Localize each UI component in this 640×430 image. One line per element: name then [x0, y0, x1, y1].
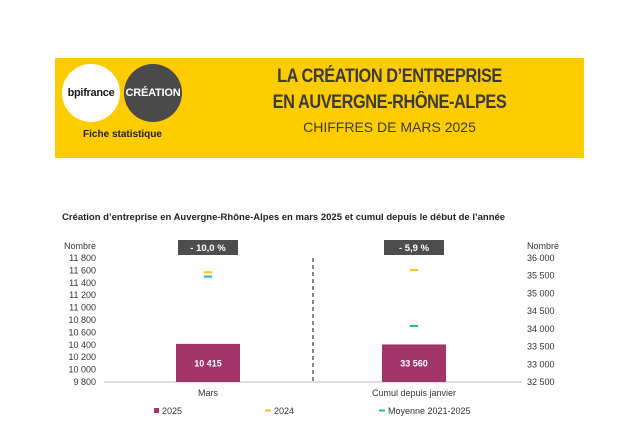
fiche-label: Fiche statistique	[83, 129, 162, 140]
category-label: Cumul depuis janvier	[372, 388, 456, 398]
title-block: LA CRÉATION D’ENTREPRISE EN AUVERGNE-RHÔ…	[195, 64, 584, 135]
tick-label-left: 10 000	[68, 365, 96, 375]
category-label: Mars	[198, 388, 218, 398]
tick-label-left: 10 600	[68, 327, 96, 337]
tick-label-right: 32 500	[527, 377, 555, 387]
bpifrance-logo-text: bpifrance	[67, 87, 115, 99]
legend-swatch-2025	[154, 408, 159, 413]
creation-logo-text: CRÉATION	[125, 87, 181, 99]
tick-label-left: 11 800	[69, 253, 96, 263]
change-badge-text: - 10,0 %	[190, 243, 226, 254]
bar-2025	[176, 343, 240, 382]
tick-label-right: 33 000	[527, 359, 555, 369]
axis-title-left: Nombre	[64, 241, 96, 251]
legend-label: 2024	[274, 406, 294, 416]
title-line-2: EN AUVERGNE-RHÔNE-ALPES	[272, 92, 507, 113]
bar-2025	[382, 344, 446, 382]
tick-label-left: 11 600	[69, 265, 96, 275]
tick-label-left: 11 000	[69, 303, 96, 313]
tick-label-right: 33 500	[527, 342, 555, 352]
tick-label-left: 11 400	[69, 278, 96, 288]
tick-label-right: 34 500	[527, 306, 555, 316]
tick-label-right: 36 000	[527, 253, 555, 263]
change-badge	[178, 240, 238, 255]
change-badge	[384, 240, 444, 255]
tick-label-left: 9 800	[73, 377, 96, 387]
legend-label: 2025	[162, 406, 182, 416]
tick-label-right: 34 000	[527, 324, 555, 334]
tick-label-left: 10 800	[68, 315, 96, 325]
tick-label-right: 35 500	[527, 271, 555, 281]
legend-label: Moyenne 2021-2025	[388, 406, 471, 416]
page-subtitle: CHIFFRES DE MARS 2025	[303, 119, 476, 135]
tick-label-right: 35 000	[527, 288, 555, 298]
change-badge-text: - 5,9 %	[399, 243, 430, 254]
tick-label-left: 10 400	[68, 340, 96, 350]
axis-title-right: Nombre	[527, 241, 559, 251]
bar-value-label: 10 415	[194, 358, 222, 368]
bpifrance-logo: bpifrance	[62, 64, 120, 122]
title-line-1: LA CRÉATION D’ENTREPRISE	[277, 66, 502, 87]
creation-logo: CRÉATION	[124, 64, 182, 122]
tick-label-left: 11 200	[69, 290, 96, 300]
bar-value-label: 33 560	[400, 359, 428, 369]
header-banner: bpifrance CRÉATION Fiche statistique LA …	[55, 58, 584, 158]
chart-title: Création d’entreprise en Auvergne-Rhône-…	[62, 212, 506, 223]
tick-label-left: 10 200	[68, 352, 96, 362]
